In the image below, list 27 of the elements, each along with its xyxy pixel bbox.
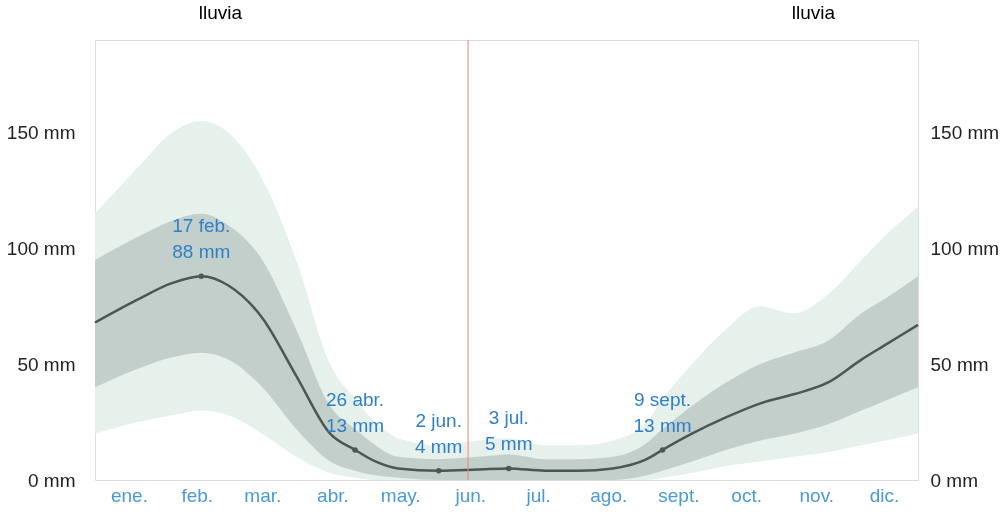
x-tick-label: may. — [380, 484, 421, 506]
x-tick-label: mar. — [244, 484, 282, 506]
y-tick-label: 50 mm — [17, 353, 76, 375]
y2-tick-label: 150 mm — [930, 122, 1000, 144]
y2-axis-title: lluvia — [791, 1, 836, 23]
y2-tick-label: 50 mm — [930, 353, 989, 375]
x-tick-label: dic. — [869, 484, 900, 506]
x-tick-label: oct. — [731, 484, 762, 506]
annotation: 2 jun. 4 mm — [414, 409, 463, 457]
annotation: 9 sept. 13 mm — [633, 388, 692, 436]
x-tick-label: ago. — [590, 484, 628, 506]
x-tick-label: abr. — [317, 484, 349, 506]
y2-tick-label: 100 mm — [930, 237, 1000, 259]
x-tick-label: jun. — [454, 484, 487, 506]
y-tick-label: 0 mm — [28, 469, 76, 491]
annotation: 17 feb. 88 mm — [172, 215, 231, 263]
y-axis-title: lluvia — [198, 1, 243, 23]
y2-tick-label: 0 mm — [930, 469, 978, 491]
x-tick-label: jul. — [525, 484, 551, 506]
x-tick-label: nov. — [799, 484, 835, 506]
annotation: 3 jul. 5 mm — [485, 407, 533, 455]
x-tick-label: ene. — [110, 484, 148, 506]
x-tick-label: feb. — [181, 484, 214, 506]
y-tick-label: 150 mm — [6, 122, 76, 144]
x-tick-label: sept. — [658, 484, 700, 506]
y-tick-label: 100 mm — [6, 237, 76, 259]
annotation: 26 abr. 13 mm — [325, 388, 385, 436]
